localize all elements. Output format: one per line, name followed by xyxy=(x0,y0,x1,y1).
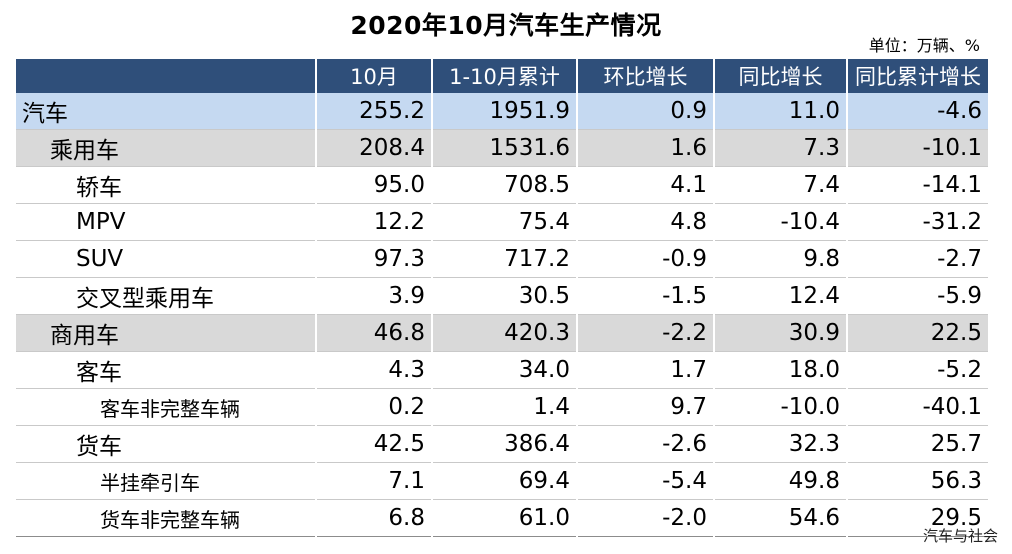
cell-october: 0.2 xyxy=(316,388,433,426)
cell-october: 97.3 xyxy=(316,240,433,278)
cell-cumulative: 386.4 xyxy=(432,425,578,463)
cell-october: 12.2 xyxy=(316,203,433,241)
cell-mom-growth: 4.8 xyxy=(577,203,715,241)
cell-october: 7.1 xyxy=(316,462,433,500)
row-name: MPV xyxy=(16,203,317,241)
cell-yoy-growth: 11.0 xyxy=(714,93,848,130)
row-name: 半挂牵引车 xyxy=(16,462,317,500)
cell-mom-growth: 0.9 xyxy=(577,93,715,130)
cell-yoy-growth: 18.0 xyxy=(714,351,848,389)
cell-yoy-growth: 30.9 xyxy=(714,314,848,352)
header-cell-yoy-cumulative-growth: 同比累计增长 xyxy=(847,59,988,93)
cell-yoy-growth: 7.3 xyxy=(714,129,848,167)
cell-cumulative: 717.2 xyxy=(432,240,578,278)
cell-mom-growth: 1.6 xyxy=(577,129,715,167)
cell-mom-growth: -2.0 xyxy=(577,499,715,537)
header-cell-cumulative: 1-10月累计 xyxy=(432,59,578,93)
table-title: 2020年10月汽车生产情况 xyxy=(350,11,662,40)
cell-cumulative: 69.4 xyxy=(432,462,578,500)
cell-october: 208.4 xyxy=(316,129,433,167)
cell-yoy-cumulative-growth: 56.3 xyxy=(847,462,988,500)
cell-mom-growth: 9.7 xyxy=(577,388,715,426)
cell-cumulative: 1951.9 xyxy=(432,93,578,130)
row-name: 轿车 xyxy=(16,166,317,204)
cell-october: 46.8 xyxy=(316,314,433,352)
cell-yoy-growth: 9.8 xyxy=(714,240,848,278)
cell-yoy-growth: 7.4 xyxy=(714,166,848,204)
cell-yoy-growth: 32.3 xyxy=(714,425,848,463)
cell-yoy-cumulative-growth: -5.2 xyxy=(847,351,988,389)
table-row: 客车 4.3 34.0 1.7 18.0 -5.2 xyxy=(16,351,988,389)
cell-yoy-cumulative-growth: -10.1 xyxy=(847,129,988,167)
table-row: 货车非完整车辆 6.8 61.0 -2.0 54.6 29.5 xyxy=(16,499,988,537)
cell-yoy-cumulative-growth: 22.5 xyxy=(847,314,988,352)
cell-yoy-cumulative-growth: -14.1 xyxy=(847,166,988,204)
cell-cumulative: 1531.6 xyxy=(432,129,578,167)
production-table: 10月 1-10月累计 环比增长 同比增长 同比累计增长 汽车 255.2 19… xyxy=(16,59,988,537)
cell-yoy-growth: 12.4 xyxy=(714,277,848,315)
cell-yoy-cumulative-growth: -40.1 xyxy=(847,388,988,426)
cell-october: 4.3 xyxy=(316,351,433,389)
cell-cumulative: 61.0 xyxy=(432,499,578,537)
table-row: 半挂牵引车 7.1 69.4 -5.4 49.8 56.3 xyxy=(16,462,988,500)
table-row: 交叉型乘用车 3.9 30.5 -1.5 12.4 -5.9 xyxy=(16,277,988,315)
cell-cumulative: 75.4 xyxy=(432,203,578,241)
row-name: 汽车 xyxy=(16,93,317,130)
cell-yoy-cumulative-growth: 25.7 xyxy=(847,425,988,463)
cell-yoy-growth: -10.0 xyxy=(714,388,848,426)
cell-cumulative: 30.5 xyxy=(432,277,578,315)
header-cell-october: 10月 xyxy=(316,59,433,93)
cell-october: 42.5 xyxy=(316,425,433,463)
table-row: 汽车 255.2 1951.9 0.9 11.0 -4.6 xyxy=(16,93,988,130)
cell-cumulative: 1.4 xyxy=(432,388,578,426)
cell-mom-growth: -5.4 xyxy=(577,462,715,500)
cell-mom-growth: -0.9 xyxy=(577,240,715,278)
cell-mom-growth: -2.2 xyxy=(577,314,715,352)
cell-yoy-growth: 54.6 xyxy=(714,499,848,537)
table-row: 货车 42.5 386.4 -2.6 32.3 25.7 xyxy=(16,425,988,463)
cell-cumulative: 420.3 xyxy=(432,314,578,352)
header-cell-mom-growth: 环比增长 xyxy=(577,59,715,93)
row-name: 货车非完整车辆 xyxy=(16,499,317,537)
header-cell-yoy-growth: 同比增长 xyxy=(714,59,848,93)
table-row: 乘用车 208.4 1531.6 1.6 7.3 -10.1 xyxy=(16,129,988,167)
row-name: SUV xyxy=(16,240,317,278)
source-watermark: 汽车与社会 xyxy=(922,527,998,545)
header-cell-name xyxy=(16,59,317,93)
cell-yoy-cumulative-growth: -4.6 xyxy=(847,93,988,130)
row-name: 客车 xyxy=(16,351,317,389)
header-row: 10月 1-10月累计 环比增长 同比增长 同比累计增长 xyxy=(16,59,988,93)
table-row: MPV 12.2 75.4 4.8 -10.4 -31.2 xyxy=(16,203,988,241)
cell-october: 6.8 xyxy=(316,499,433,537)
cell-mom-growth: -1.5 xyxy=(577,277,715,315)
cell-yoy-cumulative-growth: -5.9 xyxy=(847,277,988,315)
cell-yoy-cumulative-growth: -31.2 xyxy=(847,203,988,241)
table-row: 轿车 95.0 708.5 4.1 7.4 -14.1 xyxy=(16,166,988,204)
table-row: SUV 97.3 717.2 -0.9 9.8 -2.7 xyxy=(16,240,988,278)
table-row: 客车非完整车辆 0.2 1.4 9.7 -10.0 -40.1 xyxy=(16,388,988,426)
cell-mom-growth: 4.1 xyxy=(577,166,715,204)
row-name: 货车 xyxy=(16,425,317,463)
cell-mom-growth: -2.6 xyxy=(577,425,715,463)
row-name: 客车非完整车辆 xyxy=(16,388,317,426)
cell-yoy-growth: 49.8 xyxy=(714,462,848,500)
cell-yoy-cumulative-growth: 29.5 xyxy=(847,499,988,537)
cell-yoy-cumulative-growth: -2.7 xyxy=(847,240,988,278)
cell-october: 95.0 xyxy=(316,166,433,204)
table-row: 商用车 46.8 420.3 -2.2 30.9 22.5 xyxy=(16,314,988,352)
cell-october: 255.2 xyxy=(316,93,433,130)
unit-label: 单位：万辆、% xyxy=(868,36,980,55)
cell-yoy-growth: -10.4 xyxy=(714,203,848,241)
cell-cumulative: 708.5 xyxy=(432,166,578,204)
cell-october: 3.9 xyxy=(316,277,433,315)
cell-mom-growth: 1.7 xyxy=(577,351,715,389)
cell-cumulative: 34.0 xyxy=(432,351,578,389)
row-name: 乘用车 xyxy=(16,129,317,167)
row-name: 交叉型乘用车 xyxy=(16,277,317,315)
row-name: 商用车 xyxy=(16,314,317,352)
